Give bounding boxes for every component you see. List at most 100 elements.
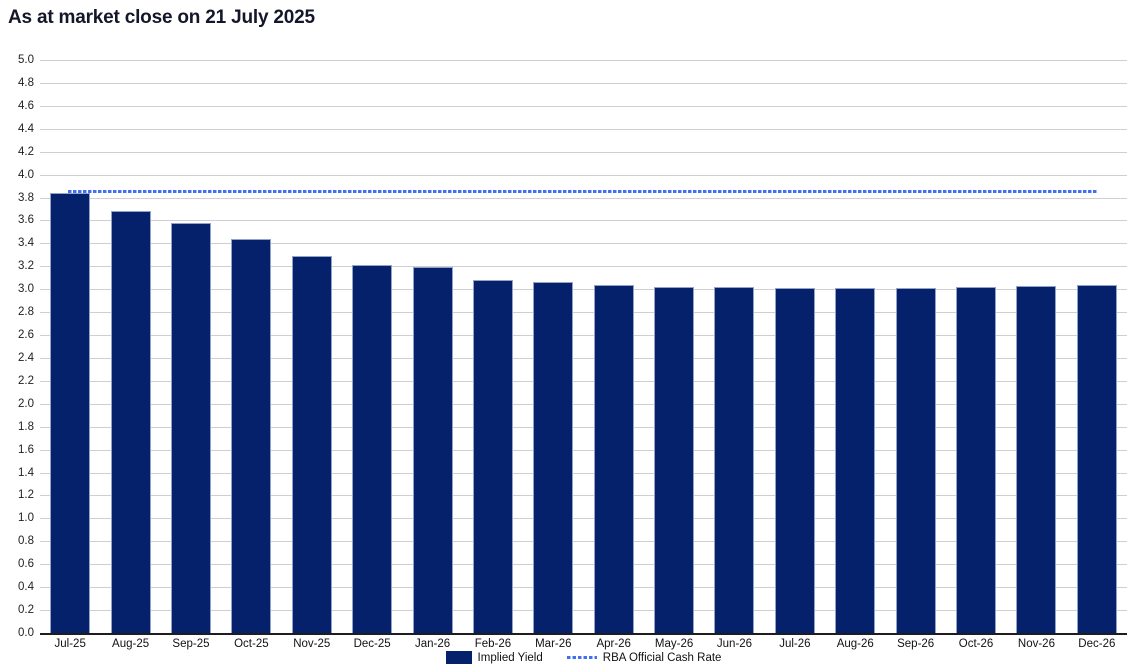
x-axis-label-dec-25: Dec-25	[353, 638, 391, 650]
gridline	[40, 289, 1127, 291]
y-axis-tick-label: 1.0	[18, 512, 34, 525]
gridline	[40, 266, 1127, 268]
bar-dec-26[interactable]	[1076, 284, 1117, 633]
bar-slot-dec-25	[342, 62, 402, 633]
bar-aug-26[interactable]	[835, 288, 876, 633]
y-axis-tick-label: 4.0	[18, 168, 34, 181]
gridline	[40, 426, 1127, 428]
y-axis-tick-label: 2.6	[18, 329, 34, 342]
bar-feb-26[interactable]	[472, 280, 513, 633]
bar-may-26[interactable]	[654, 286, 695, 633]
bar-apr-26[interactable]	[593, 284, 634, 633]
implied-yield-swatch-icon	[445, 651, 472, 664]
cash-rate-dash-swatch-icon	[566, 656, 597, 659]
bar-oct-26[interactable]	[956, 286, 997, 633]
x-axis-label-feb-26: Feb-26	[474, 638, 512, 650]
y-axis-tick-label: 0.4	[18, 581, 34, 594]
bar-jun-26[interactable]	[714, 286, 755, 633]
x-axis-label-apr-26: Apr-26	[596, 638, 631, 650]
y-axis-tick-label: 0.8	[18, 535, 34, 548]
bar-slot-apr-26	[584, 62, 644, 633]
gridline	[40, 587, 1127, 589]
gridline	[40, 472, 1127, 474]
x-axis-label-jul-26: Jul-26	[779, 638, 811, 650]
gridline	[40, 128, 1127, 130]
gridline	[40, 610, 1127, 612]
y-axis-tick-label: 5.0	[18, 54, 34, 66]
x-axis-label-oct-25: Oct-25	[234, 638, 269, 650]
x-axis-label-mar-26: Mar-26	[535, 638, 572, 650]
gridline	[40, 151, 1127, 153]
bar-slot-feb-26	[463, 62, 523, 633]
bar-aug-25[interactable]	[110, 211, 151, 633]
bar-slot-may-26	[644, 62, 704, 633]
bar-slot-jul-25	[40, 62, 100, 633]
x-axis-label-may-26: May-26	[654, 638, 694, 650]
y-axis-tick-label: 4.6	[18, 99, 34, 112]
bar-slot-nov-26	[1006, 62, 1066, 633]
bar-slot-jun-26	[704, 62, 764, 633]
gridline	[40, 518, 1127, 520]
x-axis-label-jan-26: Jan-26	[414, 638, 451, 650]
bar-jul-26[interactable]	[774, 288, 815, 633]
y-axis-tick-label: 3.8	[18, 191, 34, 204]
gridline	[40, 197, 1127, 199]
y-axis-tick-label: 2.8	[18, 306, 34, 319]
plot-area: 0.0 0.2 0.4 0.6 0.8 1.0 1.2 1.4 1.6 1.8 2.0 2.2 2.4 2…	[18, 54, 1127, 639]
y-axis-tick-label: 1.8	[18, 420, 34, 433]
legend-label-cash-rate: RBA Official Cash Rate	[602, 651, 722, 664]
x-axis-label-sep-25: Sep-25	[172, 638, 210, 650]
y-axis-tick-label: 3.4	[18, 237, 34, 250]
x-axis-label-jul-25: Jul-25	[54, 638, 86, 650]
x-axis-label-dec-26: Dec-26	[1078, 638, 1116, 650]
x-axis-label-sep-26: Sep-26	[897, 638, 935, 650]
y-axis-tick-label: 0.6	[18, 558, 34, 571]
rba-cash-rate-line	[68, 189, 1098, 193]
bar-oct-25[interactable]	[231, 238, 272, 633]
y-axis-tick-label: 1.4	[18, 466, 34, 479]
bar-jan-26[interactable]	[412, 267, 453, 633]
gridline	[40, 380, 1127, 382]
y-axis-tick-label: 4.2	[18, 145, 34, 158]
bar-jul-25[interactable]	[50, 192, 91, 633]
gridline	[40, 243, 1127, 245]
y-axis-tick-label: 4.4	[18, 122, 34, 135]
gridline	[40, 403, 1127, 405]
bar-slot-oct-26	[946, 62, 1006, 633]
bar-slot-aug-25	[100, 62, 160, 633]
gridline	[40, 541, 1127, 543]
y-axis-tick-label: 0.0	[18, 627, 34, 639]
gridline	[40, 82, 1127, 84]
x-axis-label-jun-26: Jun-26	[716, 638, 753, 650]
chart-title: As at market close on 21 July 2025	[8, 7, 315, 28]
bar-mar-26[interactable]	[533, 282, 574, 633]
y-axis-tick-label: 1.6	[18, 443, 34, 456]
gridline	[40, 312, 1127, 314]
y-axis-tick-label: 3.2	[18, 260, 34, 273]
gridline	[40, 105, 1127, 107]
chart-area: 0.0 0.2 0.4 0.6 0.8 1.0 1.2 1.4 1.6 1.8 2.0 2.2 2.4 2…	[18, 54, 1127, 664]
bar-dec-25[interactable]	[352, 265, 393, 633]
legend: Implied Yield RBA Official Cash Rate	[40, 651, 1127, 664]
legend-item-cash-rate[interactable]: RBA Official Cash Rate	[566, 651, 722, 664]
bar-slot-dec-26	[1067, 62, 1127, 633]
bar-nov-26[interactable]	[1016, 285, 1057, 633]
bar-sep-25[interactable]	[170, 222, 211, 633]
bar-sep-26[interactable]	[895, 288, 936, 633]
legend-item-implied-yield[interactable]: Implied Yield	[445, 651, 543, 664]
x-axis-label-aug-26: Aug-26	[836, 638, 874, 650]
gridline	[40, 495, 1127, 497]
x-axis-label-nov-26: Nov-26	[1017, 638, 1055, 650]
y-axis-tick-label: 2.4	[18, 351, 34, 364]
bar-slot-mar-26	[523, 62, 583, 633]
legend-label-implied-yield: Implied Yield	[477, 651, 543, 664]
gridline	[40, 564, 1127, 566]
bar-slot-sep-26	[885, 62, 945, 633]
bar-nov-25[interactable]	[291, 255, 332, 633]
bar-series-implied-yield	[40, 62, 1127, 633]
y-axis-tick-label: 0.2	[18, 604, 34, 617]
bar-slot-jan-26	[402, 62, 462, 633]
gridline	[40, 174, 1127, 176]
bar-slot-aug-26	[825, 62, 885, 633]
x-axis-label-nov-25: Nov-25	[293, 638, 331, 650]
